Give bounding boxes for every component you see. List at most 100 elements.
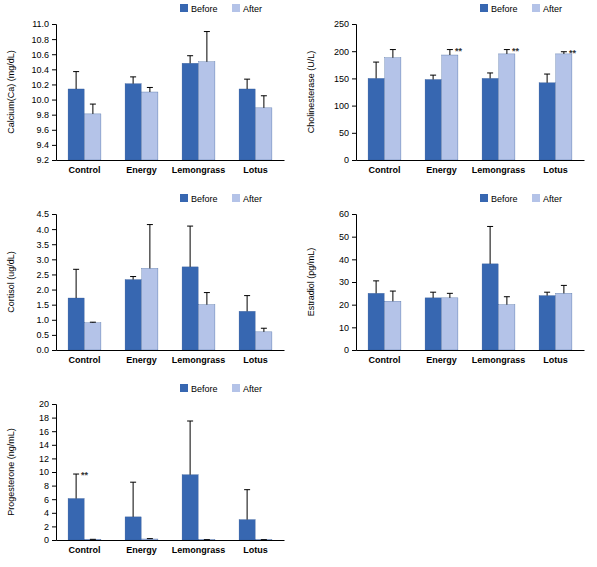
error-bar	[73, 474, 79, 498]
tick: 9.8	[36, 110, 56, 120]
error-cap	[90, 322, 96, 323]
tick-mark	[352, 259, 356, 260]
legend: BeforeAfter	[180, 194, 262, 204]
tick: 9.4	[36, 140, 56, 150]
error-stem	[149, 87, 150, 92]
tick-mark	[352, 282, 356, 283]
bar	[256, 332, 272, 350]
error-stem	[76, 72, 77, 89]
tick: Lemongrass	[472, 350, 526, 365]
tick-label: 14	[39, 440, 49, 450]
tick: 9.2	[36, 155, 56, 165]
axis-line	[57, 160, 285, 161]
plot: 0102030405060ControlEnergyLemongrassLotu…	[339, 209, 585, 365]
tick-mark	[52, 229, 56, 230]
error-cap	[187, 421, 193, 422]
bar	[68, 298, 84, 350]
tick-label: Energy	[126, 355, 157, 365]
error-stem	[563, 285, 564, 293]
tick: Control	[69, 160, 101, 175]
tick-label: Control	[369, 355, 401, 365]
error-stem	[206, 32, 207, 62]
bar	[385, 301, 401, 350]
error-bar	[487, 226, 493, 263]
tick-mark	[52, 418, 56, 419]
tick: Lotus	[243, 160, 268, 175]
tick: Lemongrass	[172, 540, 226, 555]
bar	[556, 54, 572, 160]
error-bar	[147, 87, 153, 92]
bar	[142, 92, 158, 160]
bar	[499, 54, 515, 160]
bar	[442, 55, 458, 160]
error-cap	[204, 31, 210, 32]
legend: BeforeAfter	[180, 384, 262, 394]
error-cap	[504, 296, 510, 297]
tick-mark	[52, 540, 56, 541]
error-stem	[449, 293, 450, 298]
plot: 0.00.51.01.52.02.53.03.54.04.5ControlEne…	[36, 209, 284, 365]
tick-label: 8	[44, 481, 49, 491]
tick-label: Control	[69, 545, 101, 555]
error-stem	[547, 74, 548, 83]
legend-swatch	[180, 4, 188, 12]
error-bar	[487, 73, 493, 78]
bar	[239, 311, 255, 350]
marks	[68, 421, 272, 540]
tick: 1.0	[36, 315, 56, 325]
legend: BeforeAfter	[480, 194, 562, 204]
marks	[368, 226, 572, 350]
bar	[142, 539, 158, 540]
plot: 9.29.49.69.810.010.210.410.610.811.0Cont…	[31, 19, 284, 175]
error-stem	[449, 50, 450, 55]
bar	[85, 539, 101, 540]
tick-label: 250	[334, 19, 349, 29]
tick-label: 10.6	[31, 50, 49, 60]
tick: 16	[39, 427, 56, 437]
error-cap	[373, 280, 379, 281]
bar	[85, 323, 101, 350]
axis-line	[352, 215, 357, 351]
legend-label: Before	[191, 194, 218, 204]
bar	[539, 83, 555, 160]
tick-label: Lotus	[243, 165, 268, 175]
tick-mark	[352, 78, 356, 79]
error-bar	[447, 293, 453, 298]
tick-label: 10.0	[31, 95, 49, 105]
error-stem	[190, 56, 191, 64]
tick: 10.4	[31, 65, 56, 75]
axis-line	[57, 540, 285, 541]
tick-label: 9.8	[36, 110, 49, 120]
error-bar	[90, 104, 96, 114]
legend-swatch	[232, 4, 240, 12]
tick: 150	[334, 74, 356, 84]
bar	[125, 84, 141, 160]
error-cap	[244, 79, 250, 80]
tick: Control	[69, 540, 101, 555]
annotation: **	[455, 46, 463, 56]
error-bar	[90, 539, 96, 540]
error-bar	[147, 225, 153, 269]
tick-mark	[52, 145, 56, 146]
bar	[368, 293, 384, 350]
tick-mark	[352, 51, 356, 52]
plot: 02468101214161820ControlEnergyLemongrass…	[39, 399, 285, 555]
error-cap	[544, 292, 550, 293]
tick: 9.6	[36, 125, 56, 135]
error-stem	[92, 104, 93, 114]
error-cap	[90, 539, 96, 540]
tick-label: 10	[39, 467, 49, 477]
error-bar	[544, 74, 550, 83]
tick-mark	[52, 499, 56, 500]
x-axis: ControlEnergyLemongrassLotus	[57, 350, 285, 365]
tick-label: 16	[39, 427, 49, 437]
tick: Lotus	[243, 540, 268, 555]
error-cap	[430, 292, 436, 293]
tick-mark	[52, 431, 56, 432]
tick: 8	[44, 481, 56, 491]
error-cap	[204, 539, 210, 540]
tick-mark	[52, 160, 56, 161]
error-bar	[261, 539, 267, 540]
error-bar	[261, 96, 267, 108]
tick: Lemongrass	[472, 160, 526, 175]
